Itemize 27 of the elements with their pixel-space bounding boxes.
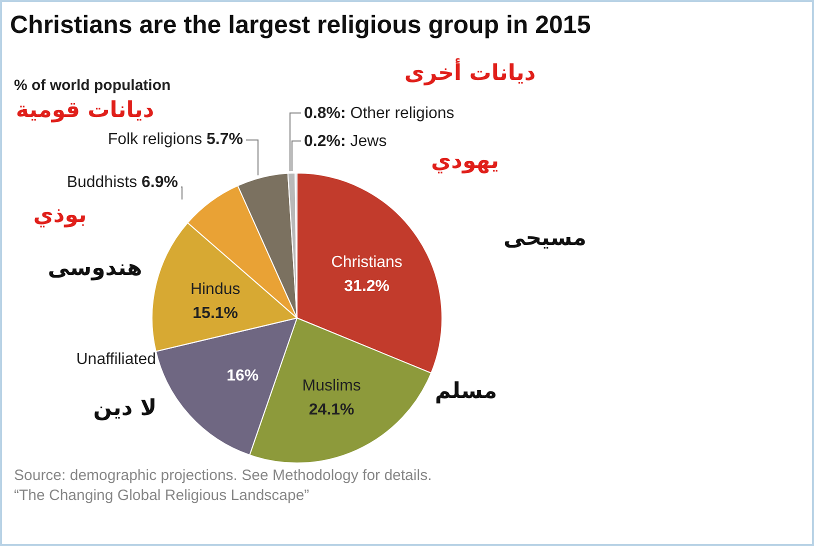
data-label: 6.9% xyxy=(142,174,178,191)
source-note: Source: demographic projections. See Methodology for details. xyxy=(14,467,432,484)
data-label: 5.7% xyxy=(206,131,243,148)
slice-label: Jews xyxy=(346,133,387,150)
data-label: 24.1% xyxy=(308,402,354,419)
text: لا دين xyxy=(93,396,157,421)
slice-label: Unaffiliated xyxy=(76,351,156,368)
slice-label: Muslims xyxy=(302,378,361,395)
slice-label: Folk religions xyxy=(108,131,207,148)
text: مسيحى xyxy=(503,226,587,251)
slice-label: Buddhists xyxy=(66,174,142,191)
slice-label: Christians xyxy=(331,254,402,272)
data-label: 31.2% xyxy=(344,278,390,296)
chart-subtitle: % of world population xyxy=(14,77,171,94)
data-label: 16% xyxy=(226,367,259,384)
slice-label: Hindus xyxy=(190,280,240,298)
text: بوذي xyxy=(33,203,87,228)
data-label: 0.2%: xyxy=(304,133,346,150)
text: “The Changing Global Religious Landscape” xyxy=(14,487,310,504)
text: مسلم xyxy=(434,379,498,404)
data-label: 15.1% xyxy=(192,304,238,322)
data-label: 0.8%: xyxy=(304,105,346,122)
chart-title: Christians are the largest religious group in 2015 xyxy=(10,11,591,39)
text: ديانات قومية xyxy=(16,98,154,123)
text: هندوسى xyxy=(48,256,142,281)
text: يهودي xyxy=(430,149,500,174)
slice-label: Other religions xyxy=(346,105,454,122)
